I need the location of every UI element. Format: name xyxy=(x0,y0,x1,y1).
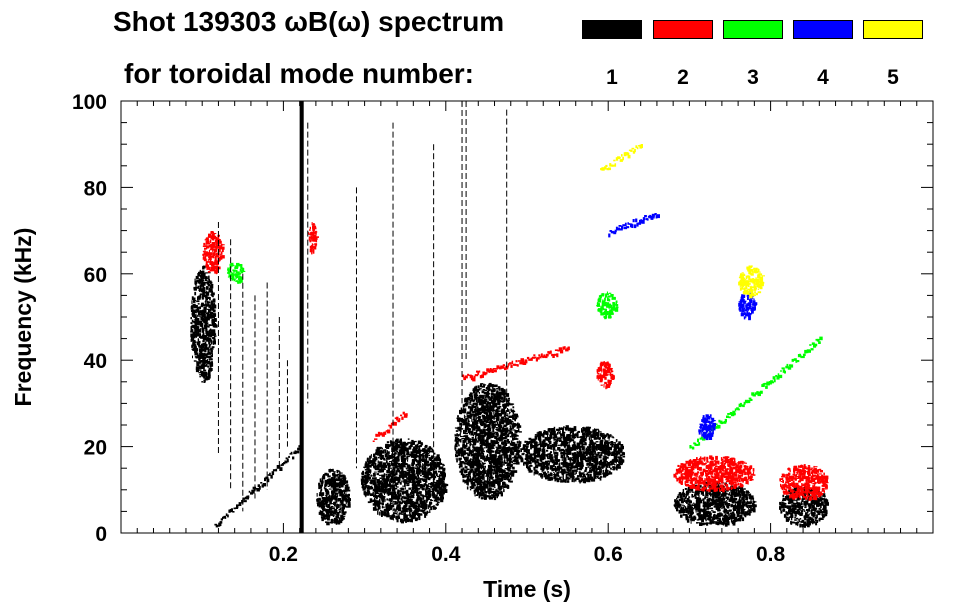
y-tick-label: 60 xyxy=(84,264,107,287)
mode-n3-blob xyxy=(227,262,246,284)
y-tick-label: 20 xyxy=(84,437,107,460)
x-axis-label: Time (s) xyxy=(483,576,571,602)
legend-swatch-1 xyxy=(582,20,642,39)
legend-swatch-5 xyxy=(863,20,923,39)
mode-n1-blob xyxy=(454,382,522,501)
axis-ticks: 0.2 0.4 0.6 0.8 0 20 40 60 80 100 xyxy=(72,91,934,566)
chart-title-line1: Shot 139303 ωB(ω) spectrum xyxy=(113,6,505,37)
mode-n1-blob xyxy=(360,438,449,524)
mode-n2-blob xyxy=(673,455,756,493)
chart-title-line2: for toroidal mode number: xyxy=(124,58,474,89)
mode-n4-blob xyxy=(698,414,717,441)
legend-label-3: 3 xyxy=(747,66,759,89)
mode-n5-chirp_line xyxy=(600,144,643,171)
mode-n2-chirp_line xyxy=(372,411,408,442)
mode-n4-blob xyxy=(738,291,758,321)
mode-n1-blob xyxy=(673,481,757,527)
mode-n2-chirp_line xyxy=(462,346,570,382)
y-tick-label: 40 xyxy=(84,350,107,373)
mode-n1-vertical-streaks xyxy=(217,101,508,512)
mode-n1-blob xyxy=(519,425,626,484)
mode-n2-blob xyxy=(596,361,615,390)
x-tick-label: 0.4 xyxy=(431,543,461,566)
mode-n2-blob xyxy=(308,222,319,255)
y-tick-label: 80 xyxy=(84,177,107,200)
legend-swatch-4 xyxy=(793,20,853,39)
mode-n1-blob xyxy=(190,265,218,383)
mode-n3-blob xyxy=(596,291,619,320)
mode-n5-blob xyxy=(738,265,765,299)
legend-label-4: 4 xyxy=(817,66,829,89)
spectrogram-marks xyxy=(190,101,829,533)
legend-swatch-3 xyxy=(723,20,783,39)
x-tick-label: 0.8 xyxy=(756,543,786,566)
legend-label-5: 5 xyxy=(887,66,899,89)
mode-n1-chirp_line xyxy=(214,444,304,528)
y-tick-label: 100 xyxy=(72,91,107,114)
mode-n2-blob xyxy=(779,464,829,501)
mode-n1-blob xyxy=(316,468,351,526)
x-tick-label: 0.2 xyxy=(269,543,298,566)
y-tick-label: 0 xyxy=(95,523,107,546)
x-tick-label: 0.6 xyxy=(594,543,623,566)
legend-label-1: 1 xyxy=(606,66,618,89)
legend-swatch-2 xyxy=(653,20,713,39)
legend-label-2: 2 xyxy=(677,66,689,89)
mode-n1-burst xyxy=(299,101,304,533)
mode-n3-chirp_line xyxy=(689,336,823,450)
mode-n4-chirp_line xyxy=(608,213,660,238)
y-axis-label: Frequency (kHz) xyxy=(10,228,36,407)
